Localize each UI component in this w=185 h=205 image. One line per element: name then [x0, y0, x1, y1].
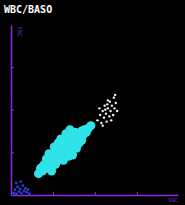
- point: [15, 182, 18, 185]
- point: [23, 190, 26, 193]
- series-1: [96, 94, 118, 127]
- point: [77, 136, 86, 145]
- title: WBC/BASO: [4, 4, 52, 15]
- point: [112, 114, 114, 116]
- point: [27, 188, 30, 191]
- point: [42, 155, 51, 164]
- point: [104, 108, 106, 110]
- point: [107, 107, 109, 109]
- point: [98, 107, 100, 109]
- tick: [11, 110, 14, 111]
- point: [14, 188, 17, 191]
- point: [103, 104, 105, 106]
- tick: [137, 192, 138, 195]
- tick: [11, 67, 14, 68]
- point: [109, 100, 111, 102]
- point: [17, 190, 20, 193]
- point: [16, 186, 19, 189]
- point: [105, 112, 107, 114]
- point: [113, 96, 115, 98]
- chart: WBC/BASO FSC SSC: [0, 0, 185, 205]
- point: [28, 192, 31, 195]
- point: [114, 94, 116, 96]
- point: [47, 167, 56, 176]
- tick-mark: [11, 110, 14, 111]
- point: [21, 184, 24, 187]
- point: [64, 152, 73, 161]
- point: [12, 192, 15, 195]
- point: [103, 116, 105, 118]
- series-2: [12, 180, 31, 195]
- x-axis-label: SSC: [168, 197, 178, 203]
- tick-mark: [53, 192, 54, 195]
- series-0: [34, 121, 95, 178]
- point: [86, 121, 95, 130]
- point: [106, 103, 108, 105]
- point: [96, 119, 98, 121]
- tick: [11, 152, 14, 153]
- point: [115, 102, 117, 104]
- point: [15, 192, 18, 195]
- point: [105, 120, 107, 122]
- point: [108, 115, 110, 117]
- point: [19, 188, 22, 191]
- point: [111, 104, 113, 106]
- point: [101, 124, 103, 126]
- point: [107, 99, 109, 101]
- point: [20, 192, 23, 195]
- point: [109, 110, 111, 112]
- points: [12, 94, 118, 195]
- point: [116, 110, 118, 112]
- tick: [53, 192, 54, 195]
- background: [0, 0, 185, 205]
- y-axis-label: FSC: [17, 27, 23, 37]
- tick-mark: [137, 192, 138, 195]
- point: [101, 110, 103, 112]
- point: [65, 125, 74, 134]
- point: [19, 180, 22, 183]
- x-axis: [12, 192, 179, 196]
- point: [25, 191, 28, 194]
- point: [100, 122, 102, 124]
- point: [99, 114, 101, 116]
- point: [24, 187, 27, 190]
- tick: [95, 192, 96, 195]
- tick-mark: [95, 192, 96, 195]
- point: [110, 119, 112, 121]
- y-axis: [11, 26, 14, 196]
- tick-mark: [11, 67, 14, 68]
- tick-mark: [11, 152, 14, 153]
- point: [113, 107, 115, 109]
